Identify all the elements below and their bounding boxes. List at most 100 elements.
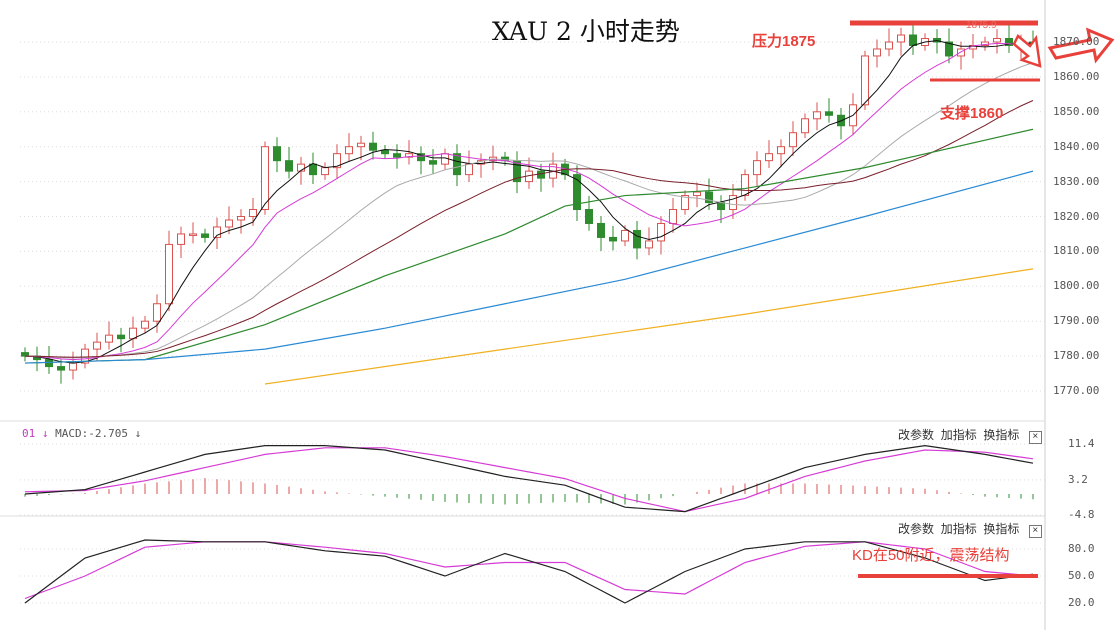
price-tick-label: 1790.00 bbox=[1053, 314, 1100, 328]
add-indicator-button[interactable]: 加指标 bbox=[940, 522, 977, 536]
candle-up bbox=[405, 153, 413, 158]
candle-down bbox=[573, 174, 581, 211]
candle-up bbox=[105, 334, 113, 343]
candle-down bbox=[945, 41, 953, 57]
macd-tick-label: 11.4 bbox=[1068, 436, 1095, 450]
high-price-label: 1875.9 bbox=[966, 20, 997, 31]
edit-params-button[interactable]: 改参数 bbox=[898, 522, 935, 536]
price-tick-label: 1830.00 bbox=[1053, 174, 1100, 188]
candle-up bbox=[897, 34, 905, 43]
candle-up bbox=[345, 146, 353, 155]
candle-down bbox=[201, 233, 209, 238]
candle-up bbox=[93, 341, 101, 350]
kd-tick-label: 20.0 bbox=[1068, 596, 1095, 609]
macd-label: 01 ↓ MACD:-2.705 ↓ bbox=[22, 427, 141, 440]
ma-line-ma10 bbox=[24, 42, 1034, 361]
candle-up bbox=[789, 132, 797, 148]
candle-down bbox=[429, 160, 437, 165]
add-indicator-button[interactable]: 加指标 bbox=[940, 428, 977, 442]
candle-down bbox=[909, 34, 917, 46]
candle-down bbox=[369, 142, 377, 151]
ma-line-ma60 bbox=[24, 128, 1034, 364]
price-tick-label: 1770.00 bbox=[1053, 384, 1100, 397]
candle-down bbox=[273, 146, 281, 162]
candle-up bbox=[777, 146, 785, 155]
candle-up bbox=[153, 303, 161, 322]
candle-down bbox=[417, 153, 425, 162]
candle-up bbox=[669, 209, 677, 224]
candle-up bbox=[141, 320, 149, 329]
candle-down bbox=[705, 191, 713, 204]
price-tick-label: 1850.00 bbox=[1053, 104, 1100, 118]
candle-down bbox=[633, 229, 641, 249]
ma-line-ma30 bbox=[24, 100, 1034, 358]
candle-up bbox=[885, 41, 893, 50]
candle-down bbox=[585, 209, 593, 224]
ma-line-ma20 bbox=[24, 62, 1034, 359]
macd-panel-header: 改参数 加指标 换指标 × bbox=[898, 426, 1042, 444]
arrow-right-icon bbox=[1047, 27, 1115, 64]
price-tick-label: 1780.00 bbox=[1053, 349, 1100, 363]
switch-indicator-button[interactable]: 换指标 bbox=[983, 428, 1020, 442]
support-label: 支撑1860 bbox=[940, 105, 1004, 122]
macd-suffix: ↓ bbox=[127, 427, 142, 440]
candle-down bbox=[57, 366, 65, 371]
price-tick-label: 1870.00 bbox=[1053, 35, 1100, 48]
kd-panel-header: 改参数 加指标 换指标 × bbox=[898, 520, 1042, 538]
candle-up bbox=[861, 55, 869, 106]
ma-line-ma120 bbox=[24, 170, 1034, 364]
candle-down bbox=[117, 334, 125, 340]
candle-down bbox=[453, 153, 461, 176]
price-tick-label: 1840.00 bbox=[1053, 139, 1100, 153]
candle-up bbox=[753, 160, 761, 176]
candle-up bbox=[357, 142, 365, 148]
candle-up bbox=[69, 362, 77, 371]
close-panel-button[interactable]: × bbox=[1028, 431, 1042, 444]
chart-title: XAU 2 小时走势 bbox=[492, 17, 680, 46]
candle-up bbox=[81, 348, 89, 364]
candle-down bbox=[21, 352, 29, 357]
candle-up bbox=[321, 167, 329, 176]
candle-down bbox=[309, 163, 317, 176]
kd-tick-label: 80.0 bbox=[1068, 542, 1095, 555]
candle-up bbox=[621, 229, 629, 242]
candle-up bbox=[465, 163, 473, 176]
resistance-label: 压力1875 bbox=[752, 33, 816, 50]
switch-indicator-button[interactable]: 换指标 bbox=[983, 522, 1020, 536]
candle-down bbox=[597, 222, 605, 238]
candle-down bbox=[609, 236, 617, 242]
arrow-down-right-icon bbox=[1012, 34, 1042, 68]
candle-up bbox=[177, 233, 185, 245]
candle-down bbox=[1005, 38, 1013, 46]
macd-dea-line bbox=[24, 447, 1034, 513]
kd-note-label: KD在50附近，震荡结构 bbox=[852, 547, 1010, 564]
candle-up bbox=[681, 195, 689, 211]
candle-up bbox=[741, 174, 749, 197]
price-tick-label: 1860.00 bbox=[1053, 69, 1100, 83]
macd-dif-line bbox=[24, 444, 1034, 513]
candle-up bbox=[645, 240, 653, 249]
candle-up bbox=[801, 118, 809, 134]
close-panel-button[interactable]: × bbox=[1028, 525, 1042, 538]
candle-up bbox=[261, 146, 269, 211]
candle-up bbox=[993, 38, 1001, 43]
candle-up bbox=[297, 163, 305, 172]
ma-line-ma5 bbox=[24, 40, 1034, 364]
candle-up bbox=[165, 243, 173, 305]
macd-tick-label: 3.2 bbox=[1068, 472, 1088, 486]
macd-tick-label: -4.8 bbox=[1068, 508, 1095, 522]
candle-up bbox=[813, 111, 821, 120]
ma-line-ma250 bbox=[264, 268, 1034, 385]
candle-up bbox=[957, 48, 965, 57]
candle-up bbox=[657, 222, 665, 242]
candle-down bbox=[45, 359, 53, 368]
candle-up bbox=[693, 191, 701, 197]
kd-k-line bbox=[24, 539, 1034, 604]
candle-down bbox=[717, 202, 725, 211]
candle-up bbox=[249, 209, 257, 218]
candle-down bbox=[381, 149, 389, 155]
candle-down bbox=[393, 153, 401, 158]
candle-up bbox=[213, 226, 221, 238]
edit-params-button[interactable]: 改参数 bbox=[898, 428, 935, 442]
